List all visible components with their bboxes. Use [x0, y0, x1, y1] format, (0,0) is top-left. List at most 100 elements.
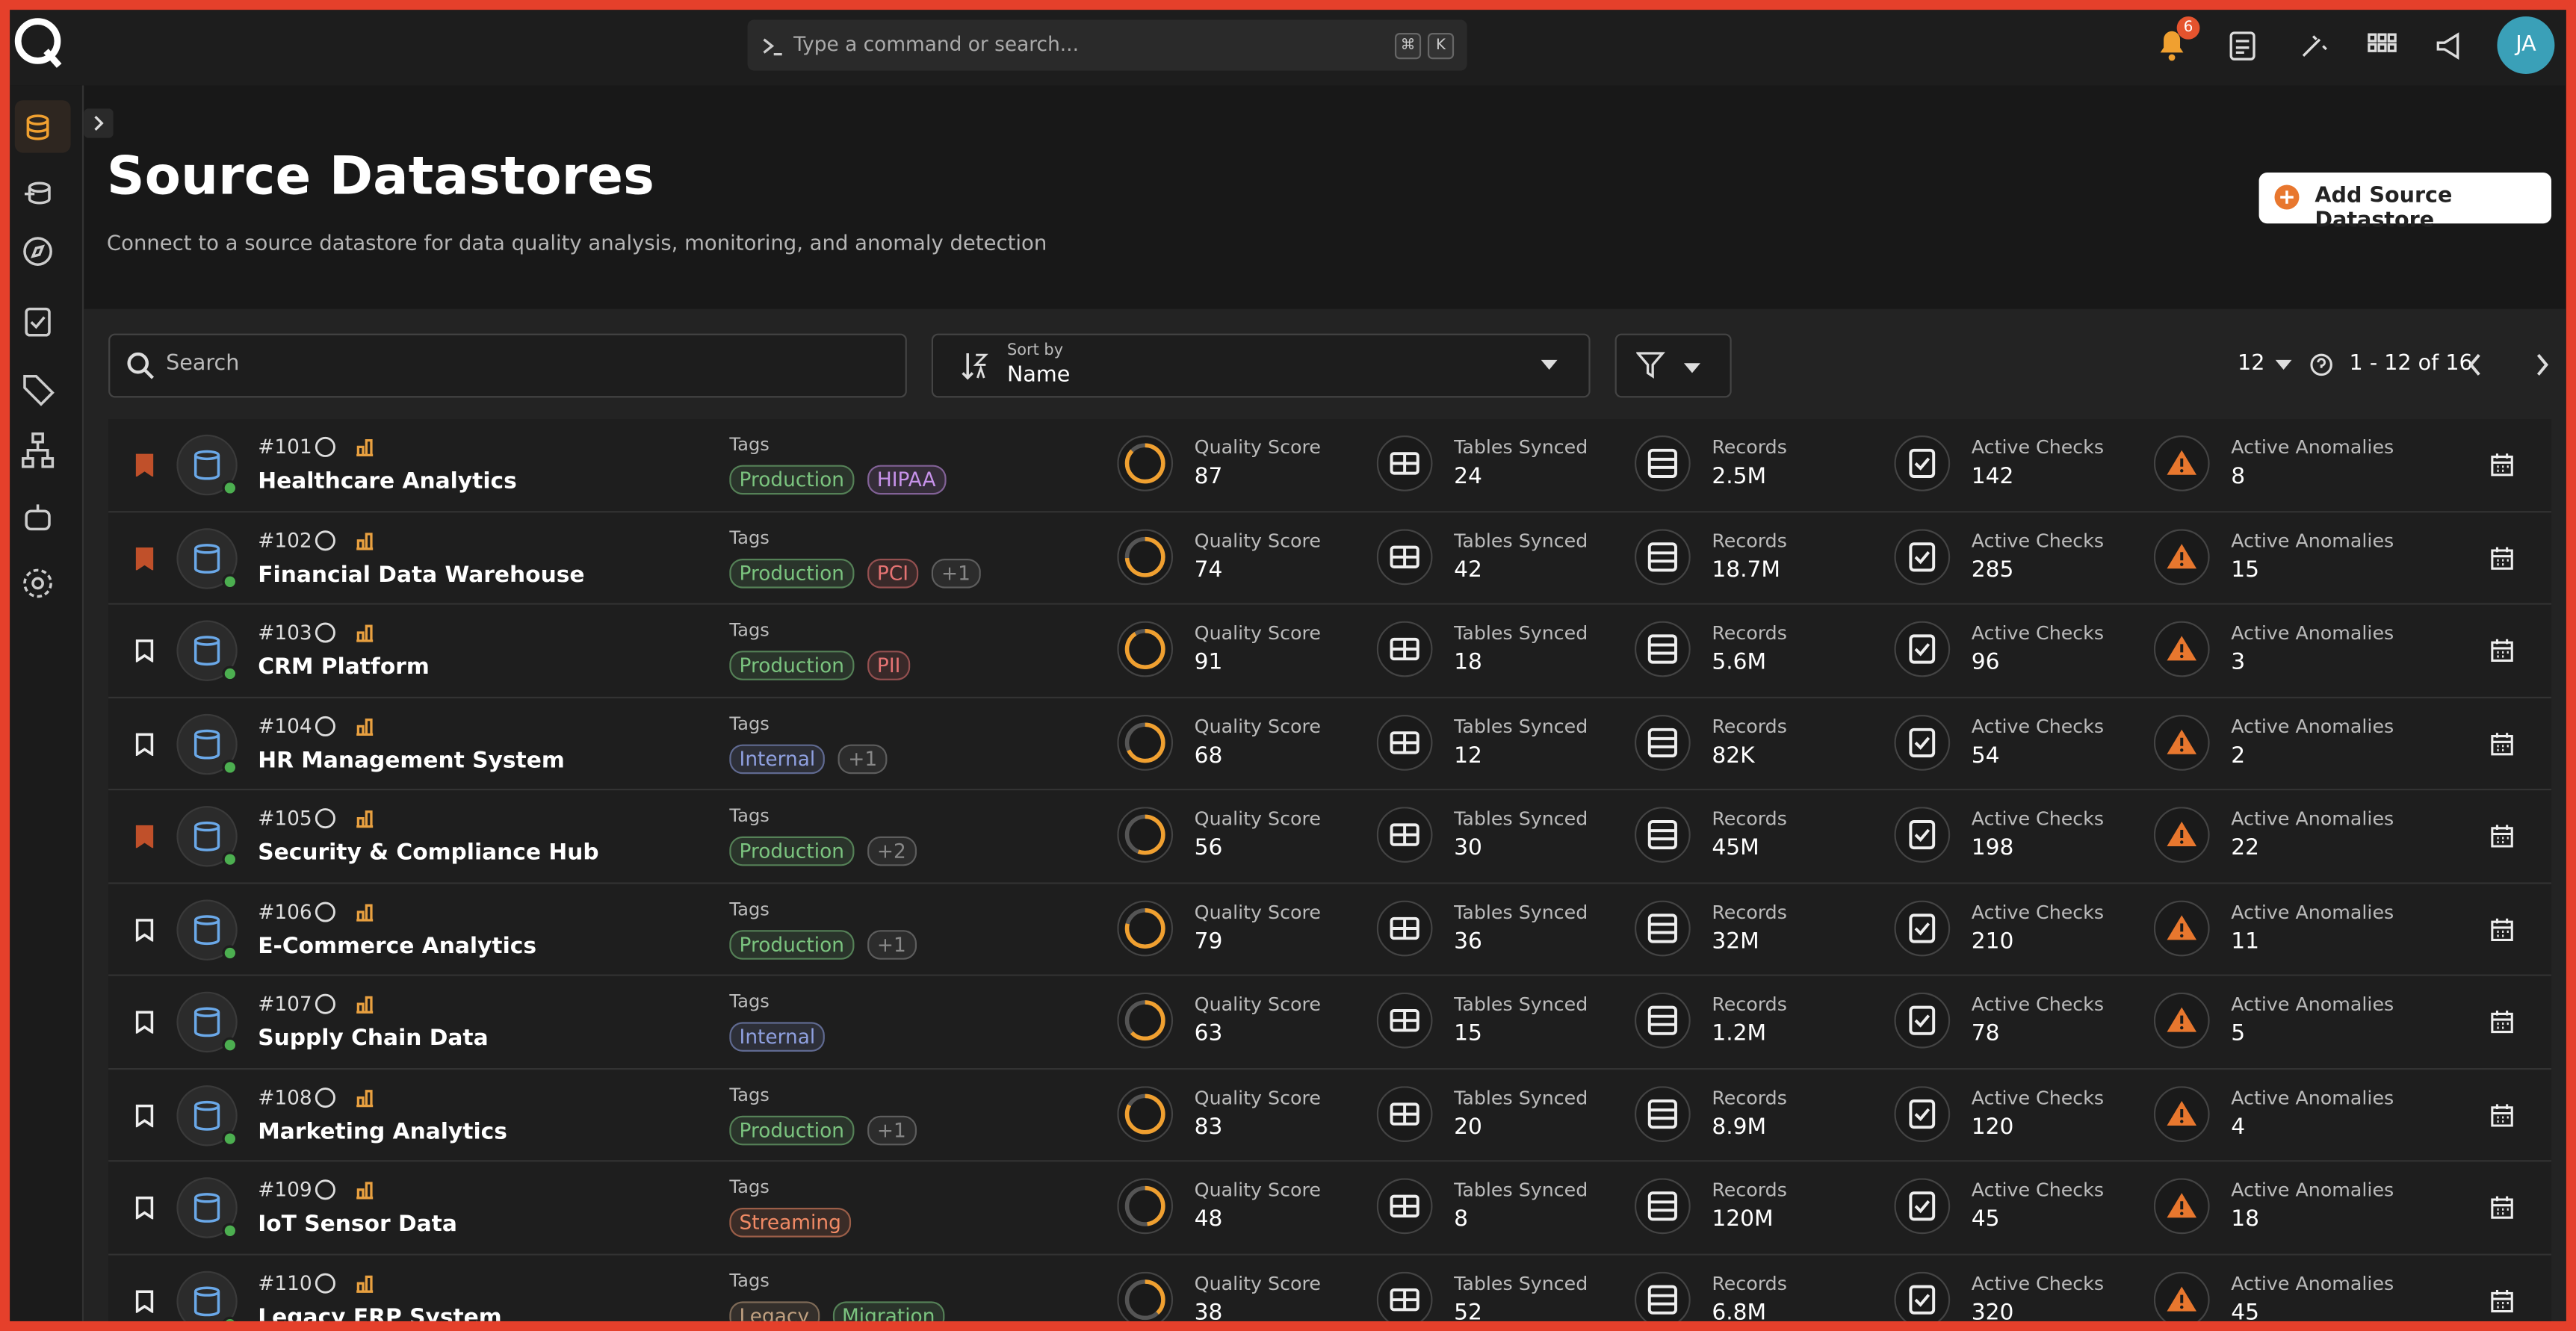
anomalies-icon	[2153, 435, 2210, 491]
command-bar[interactable]: Type a command or search... ⌘ K	[747, 19, 1467, 71]
datastore-row[interactable]: #103 CRM Platform Tags Production PII Quality…	[108, 604, 2552, 698]
schedule-icon[interactable]	[2489, 1194, 2515, 1220]
avatar[interactable]: JA	[2497, 16, 2555, 74]
status-dot	[222, 573, 238, 589]
schedule-icon[interactable]	[2489, 638, 2515, 664]
schedule-icon[interactable]	[2489, 1009, 2515, 1035]
bookmark[interactable]	[134, 1289, 154, 1312]
pager-arrows[interactable]	[2466, 352, 2551, 378]
page-size[interactable]: 12	[2238, 351, 2265, 376]
tables-label: Tables Synced	[1454, 992, 1588, 1016]
bookmark[interactable]	[134, 546, 154, 570]
tag-chip[interactable]: PII	[867, 651, 911, 680]
anomalies-value: 5	[2231, 1020, 2246, 1047]
datastore-row[interactable]: #109 IoT Sensor Data Tags Streaming Quality …	[108, 1161, 2552, 1255]
anomalies-value: 8	[2231, 463, 2246, 490]
tag-chip[interactable]: Legacy	[729, 1300, 820, 1321]
schedule-icon[interactable]	[2489, 916, 2515, 943]
tag-chip[interactable]: Production	[729, 465, 855, 495]
quality-value: 91	[1194, 649, 1223, 676]
bookmark[interactable]	[134, 1011, 154, 1034]
tag-chip[interactable]: +2	[867, 836, 917, 866]
toolbar-icons[interactable]	[2228, 30, 2507, 63]
help-icon[interactable]	[2310, 353, 2333, 376]
datastore-name: Marketing Analytics	[258, 1118, 507, 1145]
schedule-icon[interactable]	[2489, 1288, 2515, 1314]
notifications[interactable]	[2154, 23, 2193, 66]
bookmark[interactable]	[134, 639, 154, 663]
quality-label: Quality Score	[1194, 1085, 1321, 1108]
anomalies-label: Active Anomalies	[2231, 621, 2394, 645]
type-icon	[356, 532, 374, 550]
sort-select[interactable]: Sort by Name	[931, 333, 1591, 398]
datastore-row[interactable]: #105 Security & Compliance Hub Tags Product…	[108, 790, 2552, 884]
tables-icon	[1376, 807, 1433, 863]
icon-bg	[1634, 1270, 1691, 1321]
expand-sidebar[interactable]	[84, 108, 114, 138]
datastore-row[interactable]: #107 Supply Chain Data Tags Internal Quality…	[108, 975, 2552, 1070]
quality-icon	[1117, 713, 1174, 770]
type-icon	[356, 717, 374, 735]
schedule-icon[interactable]	[2489, 1102, 2515, 1128]
datastore-row[interactable]: #101 Healthcare Analytics Tags Production HI…	[108, 419, 2552, 512]
tag-chip[interactable]: PCI	[867, 557, 919, 588]
tag-chip[interactable]: HIPAA	[867, 465, 946, 495]
records-icon	[1634, 807, 1691, 863]
tables-label: Tables Synced	[1454, 1178, 1588, 1202]
datastore-logo	[176, 1270, 238, 1321]
datastore-row[interactable]: #102 Financial Data Warehouse Tags Producti…	[108, 512, 2552, 605]
tag-chip[interactable]: +1	[867, 1114, 917, 1145]
checks-value: 45	[1971, 1206, 2000, 1232]
anomalies-value: 15	[2231, 556, 2260, 583]
bookmark[interactable]	[134, 1197, 154, 1220]
tag-chip[interactable]: Internal	[729, 1022, 826, 1052]
icon-bg	[1894, 992, 1951, 1049]
tag-chip[interactable]: Production	[729, 1114, 855, 1145]
records-value: 8.9M	[1712, 1113, 1767, 1140]
tag-chip[interactable]: +1	[838, 743, 888, 774]
datastore-row[interactable]: #110 Legacy ERP System Tags Legacy Migration…	[108, 1254, 2552, 1330]
status-dot	[222, 1037, 238, 1053]
tag-chip[interactable]: Streaming	[729, 1208, 852, 1238]
bookmark-shape	[135, 918, 154, 941]
schedule-icon[interactable]	[2489, 823, 2515, 849]
bookmark[interactable]	[134, 453, 154, 477]
datastore-row[interactable]: #104 HR Management System Tags Internal +1 Qu…	[108, 697, 2552, 791]
tag-chip[interactable]: Migration	[832, 1300, 945, 1321]
datastore-row[interactable]: #106 E-Commerce Analytics Tags Production +1…	[108, 883, 2552, 976]
tag-chip[interactable]: +1	[867, 929, 917, 959]
sort-icon	[962, 353, 988, 380]
tag-chip[interactable]: Production	[729, 929, 855, 959]
bookmark[interactable]	[134, 825, 154, 848]
anomalies-label: Active Anomalies	[2231, 1178, 2394, 1202]
search-box[interactable]: Search	[108, 333, 907, 398]
status-dot	[222, 1130, 238, 1146]
records-label: Records	[1712, 713, 1787, 737]
schedule-icon[interactable]	[2489, 544, 2515, 571]
tag-chip[interactable]: Production	[729, 651, 855, 680]
schedule-icon[interactable]	[2489, 730, 2515, 757]
tables-value: 8	[1454, 1206, 1468, 1232]
tag-chip[interactable]: Production	[729, 836, 855, 866]
add-button[interactable]: Add Source Datastore	[2258, 173, 2552, 233]
status-dot	[222, 758, 238, 775]
schedule-icon[interactable]	[2489, 452, 2515, 478]
tag-chip[interactable]: +1	[931, 557, 981, 588]
status-dot	[222, 1315, 238, 1321]
quality-label: Quality Score	[1194, 621, 1321, 645]
datastore-name: Legacy ERP System	[258, 1303, 502, 1330]
filter-button[interactable]	[1614, 333, 1732, 398]
nav-icons[interactable]	[19, 108, 66, 601]
tag-chip[interactable]: Production	[729, 557, 855, 588]
records-value: 18.7M	[1712, 556, 1781, 583]
bookmark[interactable]	[134, 1103, 154, 1127]
checks-label: Active Checks	[1971, 1178, 2105, 1202]
bookmark[interactable]	[134, 732, 154, 755]
id-icons	[315, 901, 374, 922]
tag-chip[interactable]: Internal	[729, 743, 826, 774]
datastore-row[interactable]: #108 Marketing Analytics Tags Production +1 Q…	[108, 1069, 2552, 1162]
type-icon	[356, 438, 374, 457]
status-dot	[222, 1223, 238, 1239]
anomalies-label: Active Anomalies	[2231, 1085, 2394, 1108]
bookmark[interactable]	[134, 918, 154, 941]
